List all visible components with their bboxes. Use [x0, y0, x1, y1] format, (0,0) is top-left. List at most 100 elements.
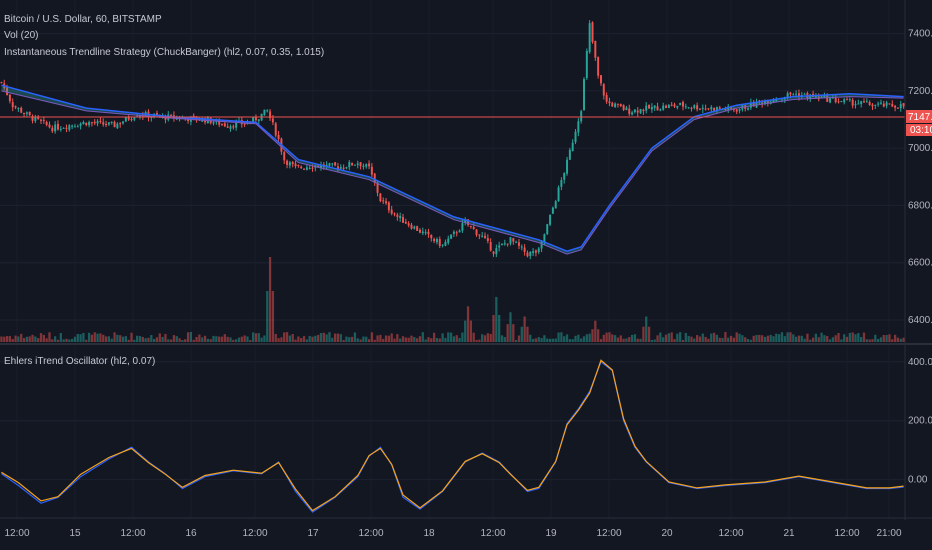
- volume-bar: [280, 337, 283, 342]
- volume-bar: [447, 332, 450, 342]
- volume-bar: [356, 338, 359, 342]
- volume-bar: [803, 338, 806, 342]
- candle-body: [673, 104, 676, 107]
- volume-bar: [223, 334, 226, 342]
- volume-bar: [147, 337, 150, 342]
- volume-bar: [523, 316, 526, 342]
- candle-body: [402, 217, 404, 223]
- volume-bar: [633, 334, 637, 342]
- volume-bar: [367, 339, 371, 342]
- volume-bar: [650, 339, 654, 342]
- volume-bar: [588, 333, 591, 342]
- time-tick-label: 12:00: [596, 528, 621, 539]
- volume-bar: [155, 337, 159, 342]
- candle-body: [614, 103, 617, 108]
- volume-bar: [540, 338, 543, 342]
- symbol-legend[interactable]: Bitcoin / U.S. Dollar, 60, BITSTAMP: [4, 14, 162, 25]
- candle-body: [450, 234, 453, 239]
- volume-bar: [461, 332, 464, 342]
- volume-bar: [31, 334, 34, 342]
- time-tick-label: 12:00: [120, 528, 145, 539]
- volume-bar: [260, 337, 263, 342]
- volume-bar: [673, 339, 676, 342]
- candle-body: [221, 123, 223, 125]
- oscillator-legend[interactable]: Ehlers iTrend Oscillator (hl2, 0.07): [4, 356, 156, 367]
- volume-bar: [362, 336, 365, 342]
- volume-bar: [294, 339, 297, 342]
- candle-body: [464, 220, 467, 223]
- candle-body: [481, 235, 484, 237]
- candle-body: [34, 116, 37, 122]
- volume-bar: [500, 335, 504, 342]
- candle-body: [116, 123, 119, 129]
- volume-bar: [235, 339, 238, 342]
- candle-body: [882, 103, 885, 107]
- volume-bar: [585, 334, 588, 342]
- volume-bar: [96, 333, 99, 342]
- candle-body: [574, 131, 577, 143]
- candle-body: [752, 102, 755, 107]
- volume-bar: [48, 332, 51, 342]
- candle-body: [461, 223, 464, 231]
- candle-body: [303, 168, 306, 170]
- volume-bar: [390, 333, 393, 342]
- candle-body: [107, 122, 110, 125]
- candle-body: [455, 232, 458, 234]
- candle-body: [560, 180, 563, 187]
- volume-bar: [548, 338, 552, 342]
- volume-bar: [563, 336, 566, 342]
- volume-bar: [438, 338, 441, 342]
- volume-bar: [192, 339, 195, 342]
- volume-bar: [746, 339, 750, 342]
- volume-bar: [229, 337, 232, 342]
- volume-bar: [379, 334, 382, 342]
- candle-body: [99, 121, 102, 123]
- volume-bar: [899, 338, 902, 342]
- volume-bar: [413, 337, 416, 342]
- candle-body: [766, 99, 769, 104]
- volume-bar: [317, 334, 320, 342]
- volume-bar: [690, 336, 693, 342]
- candle-body: [51, 127, 54, 132]
- volume-bar: [39, 333, 43, 342]
- volume-bar: [130, 332, 133, 342]
- candle-body: [266, 110, 269, 112]
- candle-body: [263, 109, 266, 115]
- candle-body: [11, 102, 14, 108]
- candle-body: [616, 103, 619, 105]
- candle-body: [331, 163, 334, 165]
- volume-bar: [735, 332, 738, 342]
- candle-body: [512, 238, 515, 242]
- candle-body: [687, 107, 690, 109]
- candle-body: [588, 23, 591, 53]
- volume-bar: [150, 335, 153, 342]
- volume-bar: [257, 333, 260, 342]
- candle-body: [192, 115, 195, 117]
- volume-legend[interactable]: Vol (20): [4, 30, 39, 41]
- time-tick-label: 12:00: [834, 528, 859, 539]
- candle-body: [854, 104, 857, 106]
- volume-bar: [738, 333, 741, 342]
- volume-bar: [492, 314, 495, 342]
- price-tick-label: 6800.00: [908, 200, 932, 211]
- volume-bar: [789, 332, 792, 342]
- volume-bar: [432, 332, 436, 342]
- candle-body: [670, 104, 673, 106]
- candle-body: [857, 103, 860, 105]
- volume-bar: [220, 336, 224, 342]
- volume-bar: [416, 338, 419, 342]
- volume-bar: [851, 332, 854, 342]
- volume-bar: [17, 336, 20, 342]
- volume-bar: [896, 337, 900, 342]
- candle-body: [602, 84, 605, 96]
- volume-bar: [56, 339, 60, 342]
- last-price-value: 7147.43: [908, 112, 932, 123]
- volume-bar: [834, 335, 837, 342]
- candle-body: [829, 98, 832, 103]
- candle-body: [532, 251, 535, 253]
- volume-bar: [472, 332, 475, 342]
- strategy-legend[interactable]: Instantaneous Trendline Strategy (ChuckB…: [4, 47, 325, 58]
- candle-body: [427, 231, 430, 235]
- volume-bar: [800, 335, 803, 342]
